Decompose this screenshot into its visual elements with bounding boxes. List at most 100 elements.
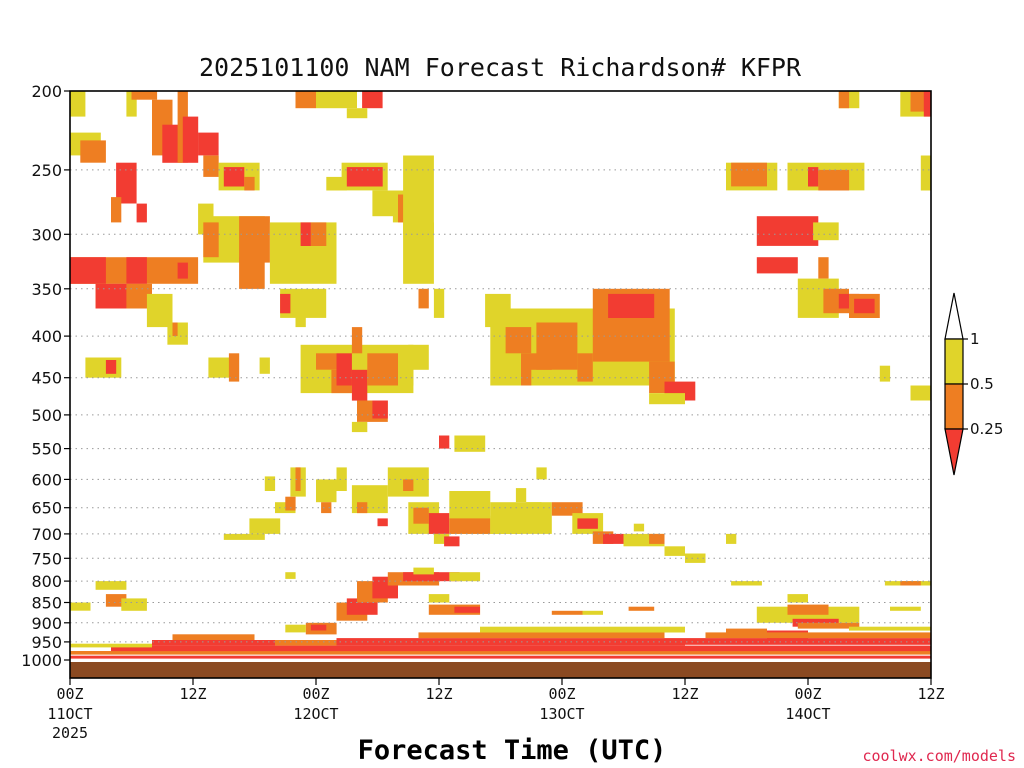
ri-cell <box>664 546 685 556</box>
ri-cell <box>310 624 327 631</box>
ri-cell <box>433 533 450 544</box>
ri-cell <box>582 610 603 615</box>
ri-cell <box>551 502 583 516</box>
ri-cell <box>172 322 178 336</box>
credit-link[interactable]: coolwx.com/models <box>862 747 1016 765</box>
y-tick-label: 400 <box>31 327 62 346</box>
ri-cell <box>403 155 434 235</box>
ri-cell <box>177 262 188 279</box>
ri-cell <box>239 257 265 289</box>
x-tick-date: 14OCT <box>785 705 830 723</box>
ri-cell <box>444 536 460 547</box>
ri-cell <box>849 626 931 631</box>
legend-level-label: 1 <box>970 330 980 348</box>
ri-cell <box>428 513 450 534</box>
ri-cell <box>490 515 522 534</box>
y-tick-label: 350 <box>31 280 62 299</box>
pressure-gridlines <box>70 169 931 643</box>
x-tick-date: 12OCT <box>293 705 338 723</box>
ri-cell <box>726 533 737 544</box>
ri-cell <box>808 167 819 187</box>
ri-cell <box>295 313 306 328</box>
ri-cell <box>756 257 798 274</box>
ri-cell <box>285 572 296 579</box>
ri-cell <box>818 257 829 279</box>
x-tick-date: 13OCT <box>539 705 584 723</box>
legend-arrow-bottom <box>944 428 964 476</box>
ri-cell <box>95 283 127 309</box>
x-tick-label: 12Z <box>425 685 452 703</box>
ri-cell <box>70 91 86 117</box>
ri-cell <box>449 518 491 534</box>
ri-cell <box>756 216 819 246</box>
ri-cell <box>203 155 219 177</box>
ri-cell <box>280 293 291 314</box>
ri-cell <box>920 155 932 191</box>
ri-cell <box>316 479 337 503</box>
ri-cell <box>346 108 368 119</box>
y-tick-label: 500 <box>31 406 62 425</box>
ri-cell <box>146 293 173 328</box>
ri-cell <box>336 467 347 491</box>
ri-cell <box>813 222 839 241</box>
ri-cell <box>838 91 850 109</box>
ri-cell <box>95 581 127 590</box>
ri-cell <box>116 162 137 204</box>
y-tick-label: 650 <box>31 499 62 518</box>
ri-cell <box>285 624 306 633</box>
ri-cell <box>403 222 434 284</box>
ri-cell <box>577 353 593 382</box>
legend-level-label: 0.25 <box>970 420 1003 438</box>
ri-cell <box>167 322 188 345</box>
color-legend: 1 0.5 0.25 <box>944 292 1003 476</box>
ri-cell <box>203 222 219 258</box>
ri-cell <box>923 91 931 117</box>
ri-cell <box>418 288 429 309</box>
y-tick-label: 550 <box>31 440 62 459</box>
ri-cell <box>249 518 281 534</box>
ri-cell <box>198 132 219 156</box>
y-tick-label: 950 <box>31 633 62 652</box>
x-tick-label: 00Z <box>302 685 329 703</box>
ri-cell <box>628 606 655 611</box>
ri-cell <box>126 257 147 284</box>
ri-cell <box>70 643 152 648</box>
y-tick-label: 200 <box>31 82 62 101</box>
ri-cell <box>403 479 414 491</box>
ri-cell <box>910 385 931 401</box>
x-tick-year: 2025 <box>52 724 88 742</box>
ri-cell <box>295 91 316 109</box>
ri-cell <box>408 344 429 370</box>
heatmap-cells <box>70 91 932 659</box>
y-tick-label: 250 <box>31 161 62 180</box>
ri-cell <box>403 572 460 582</box>
y-tick-label: 750 <box>31 549 62 568</box>
x-tick-label: 12Z <box>671 685 698 703</box>
ri-cell <box>900 581 921 586</box>
ri-cell <box>136 203 147 223</box>
x-tick-label: 12Z <box>917 685 944 703</box>
ri-cell <box>454 435 486 452</box>
ri-cell <box>372 400 388 419</box>
ri-cell <box>126 91 137 117</box>
ri-cell <box>787 604 829 615</box>
ri-cell <box>152 640 275 646</box>
ri-cell <box>300 222 311 246</box>
ri-cell <box>818 169 850 191</box>
ri-cell <box>454 606 480 613</box>
legend-level-label: 0.5 <box>970 375 994 393</box>
x-tick-label: 12Z <box>179 685 206 703</box>
ri-cell <box>131 91 158 100</box>
ri-cell <box>577 518 598 529</box>
ri-cell <box>797 622 860 629</box>
ri-cell <box>70 655 931 659</box>
ri-cell <box>433 288 445 318</box>
ri-cell <box>259 357 270 374</box>
legend-swatch <box>944 383 964 430</box>
ri-cell <box>367 353 404 386</box>
legend-swatch <box>944 338 964 385</box>
ri-cell <box>649 533 665 544</box>
ri-cell <box>264 476 276 491</box>
